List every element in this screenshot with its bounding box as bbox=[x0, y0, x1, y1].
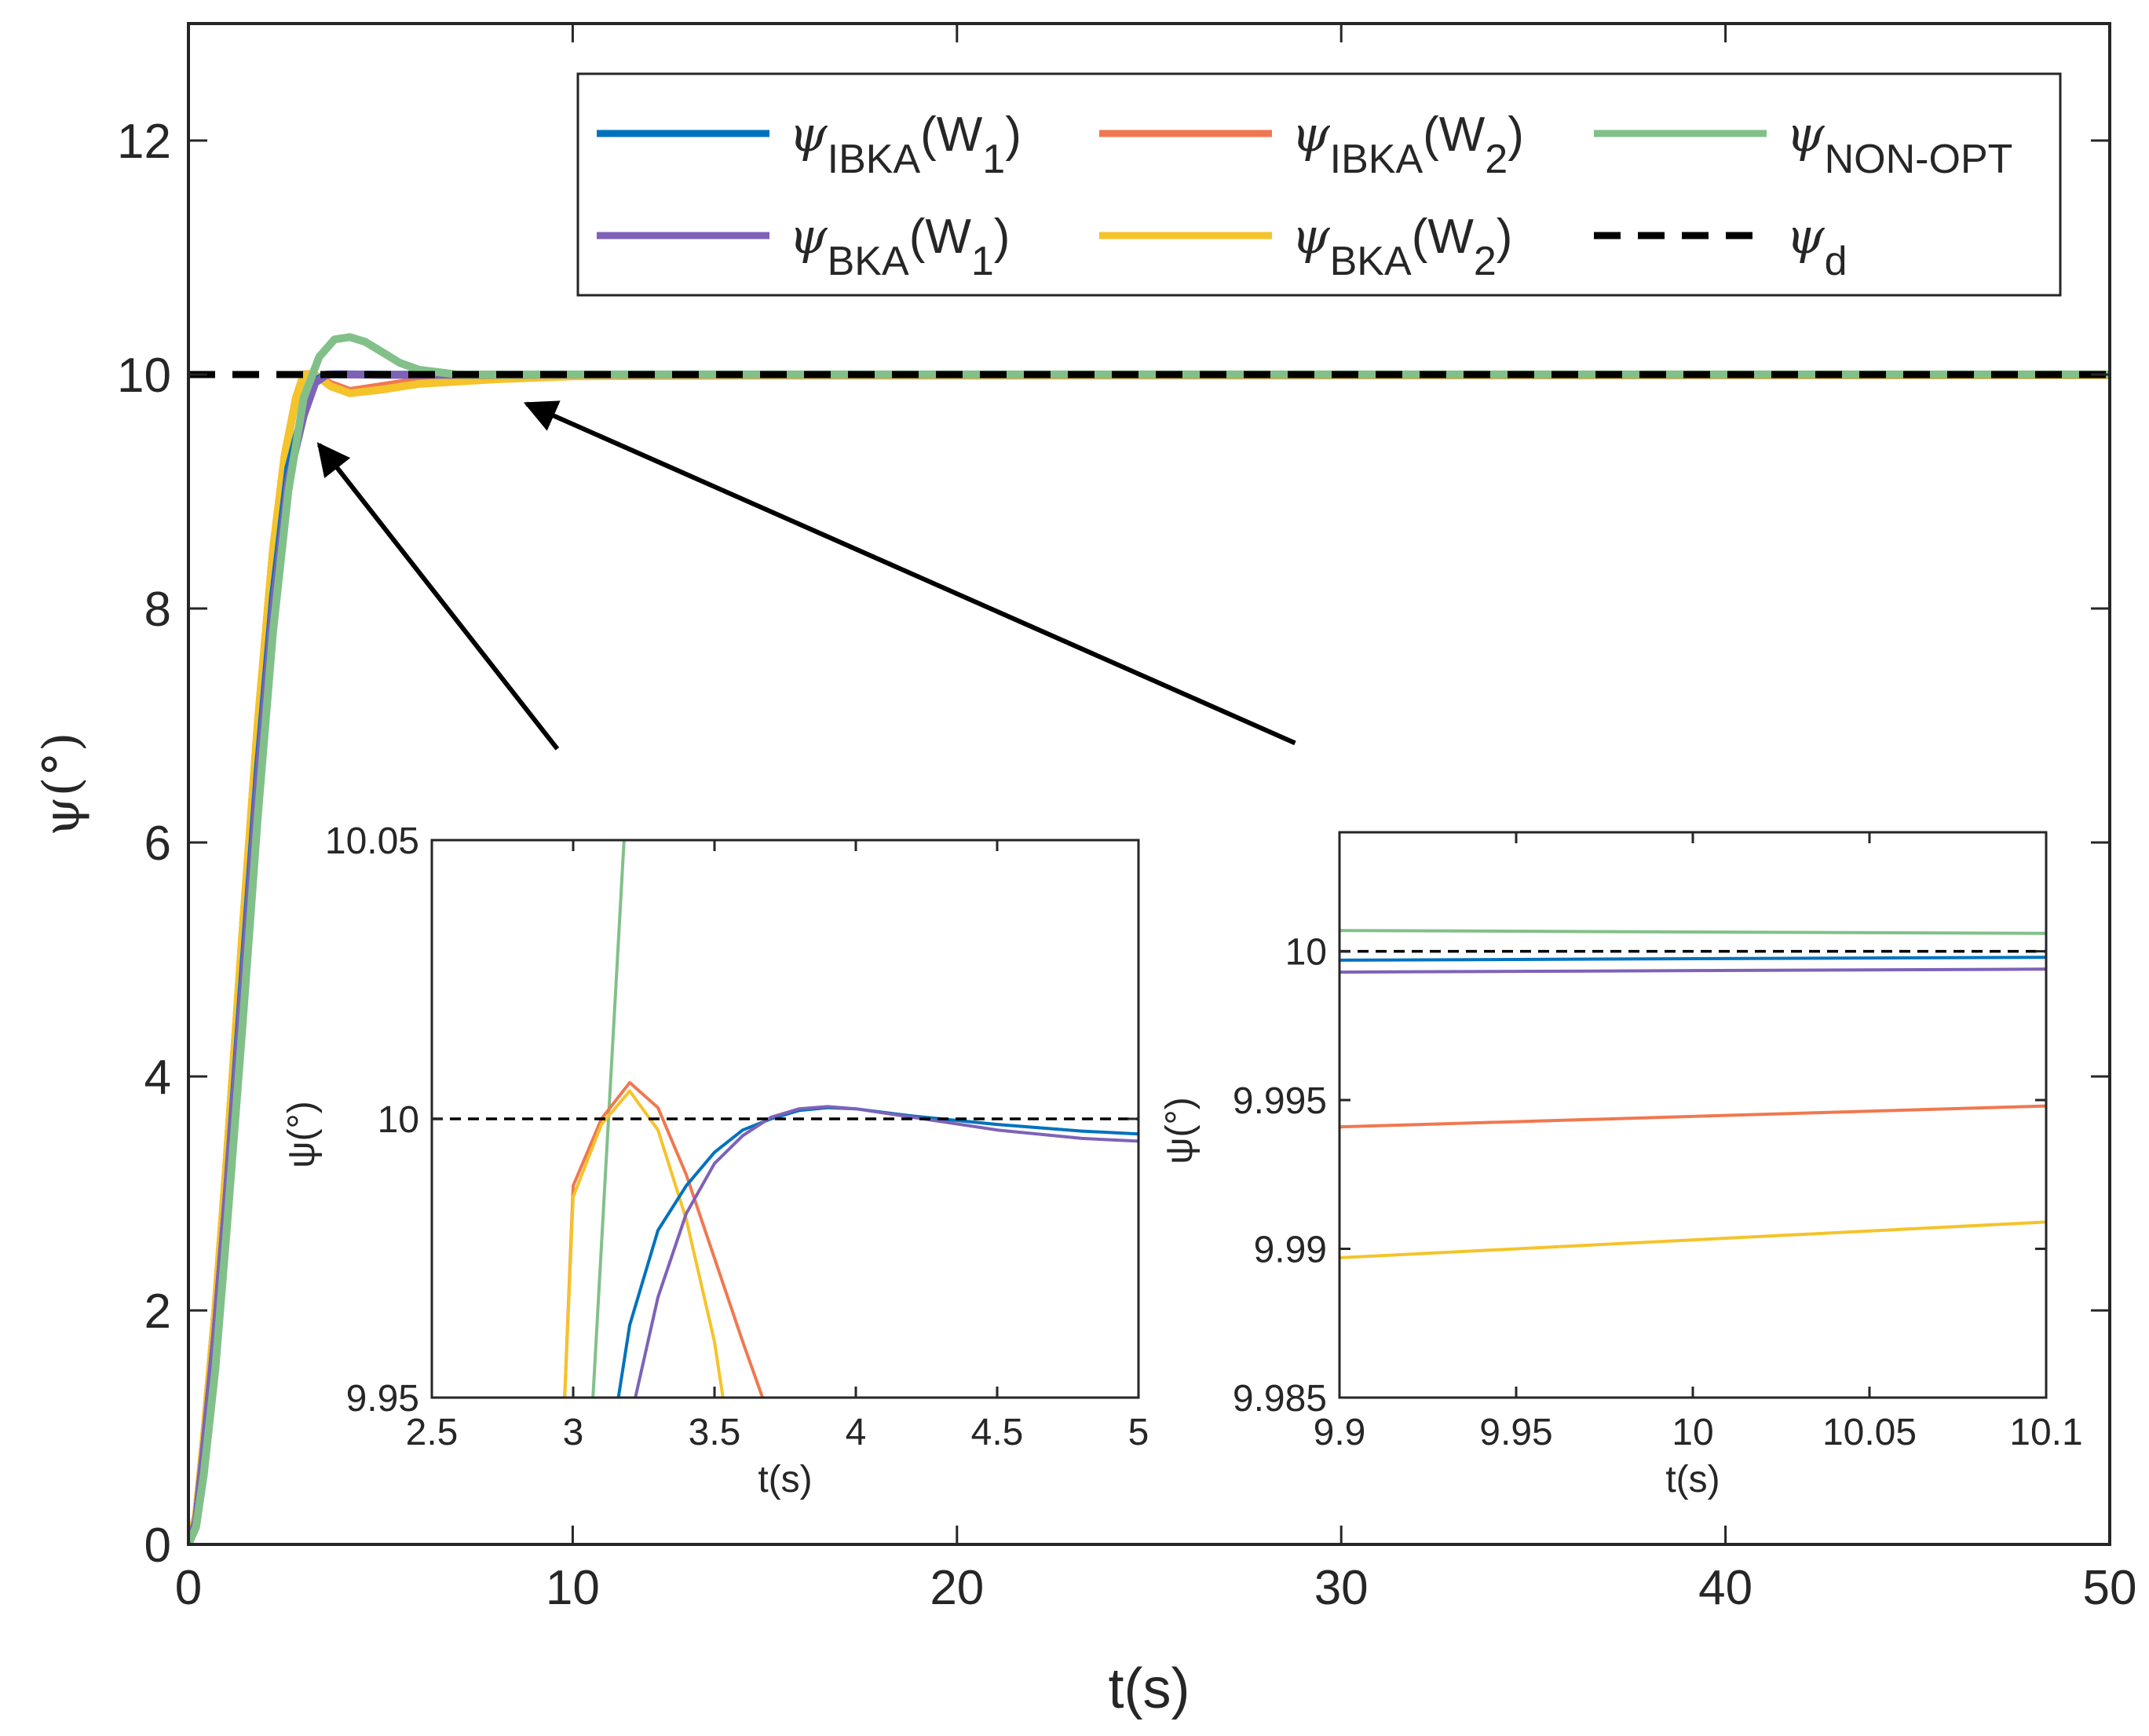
legend-label-part: NON-OPT bbox=[1825, 137, 2013, 182]
legend-label-part: IBKA bbox=[1330, 137, 1424, 182]
axes-box bbox=[187, 22, 2111, 1546]
y-tick-label: 10 bbox=[378, 1099, 419, 1141]
x-tick-label: 10 bbox=[546, 1561, 600, 1615]
legend-label-part: ) bbox=[994, 210, 1011, 264]
zoom-arrow bbox=[523, 400, 1296, 746]
legend-label-part: ψ bbox=[789, 105, 828, 163]
y-axis-label: ψ(°) bbox=[33, 732, 91, 835]
legend-label-part: IBKA bbox=[828, 137, 921, 182]
y-tick-label: 8 bbox=[144, 583, 171, 637]
series-line-ibka_w2 bbox=[1339, 1104, 2046, 1129]
zoom-arrow bbox=[316, 442, 560, 751]
y-tick-label: 4 bbox=[144, 1051, 171, 1105]
legend-label-part: ) bbox=[1497, 210, 1513, 264]
x-tick-label: 9.95 bbox=[1479, 1412, 1552, 1453]
x-tick-label: 10 bbox=[1672, 1412, 1713, 1453]
legend-label-part: 2 bbox=[1485, 137, 1508, 182]
x-tick-label: 40 bbox=[1698, 1561, 1752, 1615]
legend-label-part: 2 bbox=[1474, 239, 1497, 284]
inset-left-plot: 2.5 3 3.5 4 4.5 5 9.95 10 10.05 t(s) ψ(°) bbox=[281, 820, 1149, 1500]
legend-label-part: (W bbox=[1412, 210, 1475, 264]
series-line-non_opt bbox=[591, 840, 626, 1398]
legend-label-part: ) bbox=[1005, 108, 1022, 162]
series-line-ibka_w2 bbox=[563, 1080, 765, 1398]
legend-box bbox=[576, 72, 2062, 297]
x-tick-label: 3.5 bbox=[689, 1412, 741, 1453]
y-tick-label: 2 bbox=[144, 1285, 171, 1339]
y-tick-label: 9.99 bbox=[1254, 1230, 1327, 1271]
y-axis-label: ψ(°) bbox=[1159, 1097, 1201, 1164]
x-axis-label: t(s) bbox=[1109, 1657, 1190, 1720]
series-line-bka_w2 bbox=[1339, 1220, 2046, 1259]
legend-label-part: 1 bbox=[971, 239, 994, 284]
legend-label-part: ) bbox=[1508, 108, 1524, 162]
x-tick-label: 5 bbox=[1128, 1412, 1149, 1453]
x-tick-label: 10.1 bbox=[2009, 1412, 2082, 1453]
y-tick-label: 0 bbox=[144, 1519, 171, 1573]
y-tick-label: 10.05 bbox=[325, 820, 419, 862]
legend-label-part: ψ bbox=[1786, 105, 1826, 163]
legend-label-part: ψ bbox=[1292, 105, 1331, 163]
legend-label-part: ψ bbox=[1786, 207, 1826, 265]
legend-label-non_opt: ψNON-OPT bbox=[1786, 105, 2012, 182]
legend-label-part: 1 bbox=[982, 137, 1005, 182]
series-line-bka_w2 bbox=[563, 1089, 725, 1398]
x-tick-label: 2.5 bbox=[406, 1412, 459, 1453]
y-tick-label: 9.985 bbox=[1233, 1378, 1327, 1420]
legend-label-part: ψ bbox=[1292, 207, 1331, 265]
zoom-arrows bbox=[316, 400, 1296, 751]
y-tick-label: 12 bbox=[117, 115, 171, 169]
legend-label-part: BKA bbox=[828, 239, 909, 284]
series-line-ibka_w1 bbox=[616, 1106, 1138, 1398]
x-tick-label: 3 bbox=[563, 1412, 584, 1453]
series-line-bka_w1 bbox=[634, 1105, 1138, 1398]
x-axis-label: t(s) bbox=[1665, 1459, 1720, 1500]
series-line-ibka_w1 bbox=[1339, 956, 2046, 962]
x-tick-label: 0 bbox=[175, 1561, 202, 1615]
series-group bbox=[1339, 929, 2046, 1259]
inset-right-plot: 9.9 9.95 10 10.05 10.1 9.985 9.99 9.995 10 t(s) ψ(… bbox=[1159, 831, 2083, 1500]
x-tick-label: 10.05 bbox=[1822, 1412, 1917, 1453]
legend-label-ibka_w1: ψIBKA(W1) bbox=[789, 105, 1022, 182]
x-tick-label: 50 bbox=[2083, 1561, 2137, 1615]
legend-label-bka_w2: ψBKA(W2) bbox=[1292, 207, 1512, 284]
x-tick-label: 4.5 bbox=[971, 1412, 1024, 1453]
legend-label-part: BKA bbox=[1330, 239, 1412, 284]
legend-label-part: (W bbox=[920, 108, 983, 162]
x-tick-label: 20 bbox=[930, 1561, 984, 1615]
series-line-bka_w1 bbox=[1339, 967, 2046, 974]
legend-label-ibka_w2: ψIBKA(W2) bbox=[1292, 105, 1524, 182]
x-tick-label: 9.9 bbox=[1314, 1412, 1366, 1453]
y-tick-label: 9.95 bbox=[346, 1378, 419, 1420]
y-tick-label: 9.995 bbox=[1233, 1080, 1327, 1122]
series-group bbox=[432, 840, 1138, 1398]
series-group bbox=[188, 333, 2110, 1544]
legend-label-part: (W bbox=[1423, 108, 1486, 162]
series-line-non_opt bbox=[1339, 929, 2046, 935]
y-tick-label: 6 bbox=[144, 817, 171, 871]
legend-label-part: (W bbox=[909, 210, 972, 264]
x-tick-label: 30 bbox=[1314, 1561, 1369, 1615]
x-tick-label: 4 bbox=[846, 1412, 867, 1453]
y-axis-label: ψ(°) bbox=[281, 1101, 323, 1168]
x-axis-label: t(s) bbox=[758, 1459, 812, 1500]
legend-label-part: d bbox=[1825, 239, 1847, 284]
legend-label-desired: ψd bbox=[1786, 207, 1847, 284]
y-tick-label: 10 bbox=[117, 349, 171, 403]
legend-label-part: ψ bbox=[789, 207, 828, 265]
y-tick-label: 10 bbox=[1285, 932, 1327, 974]
legend-label-bka_w1: ψBKA(W1) bbox=[789, 207, 1010, 284]
